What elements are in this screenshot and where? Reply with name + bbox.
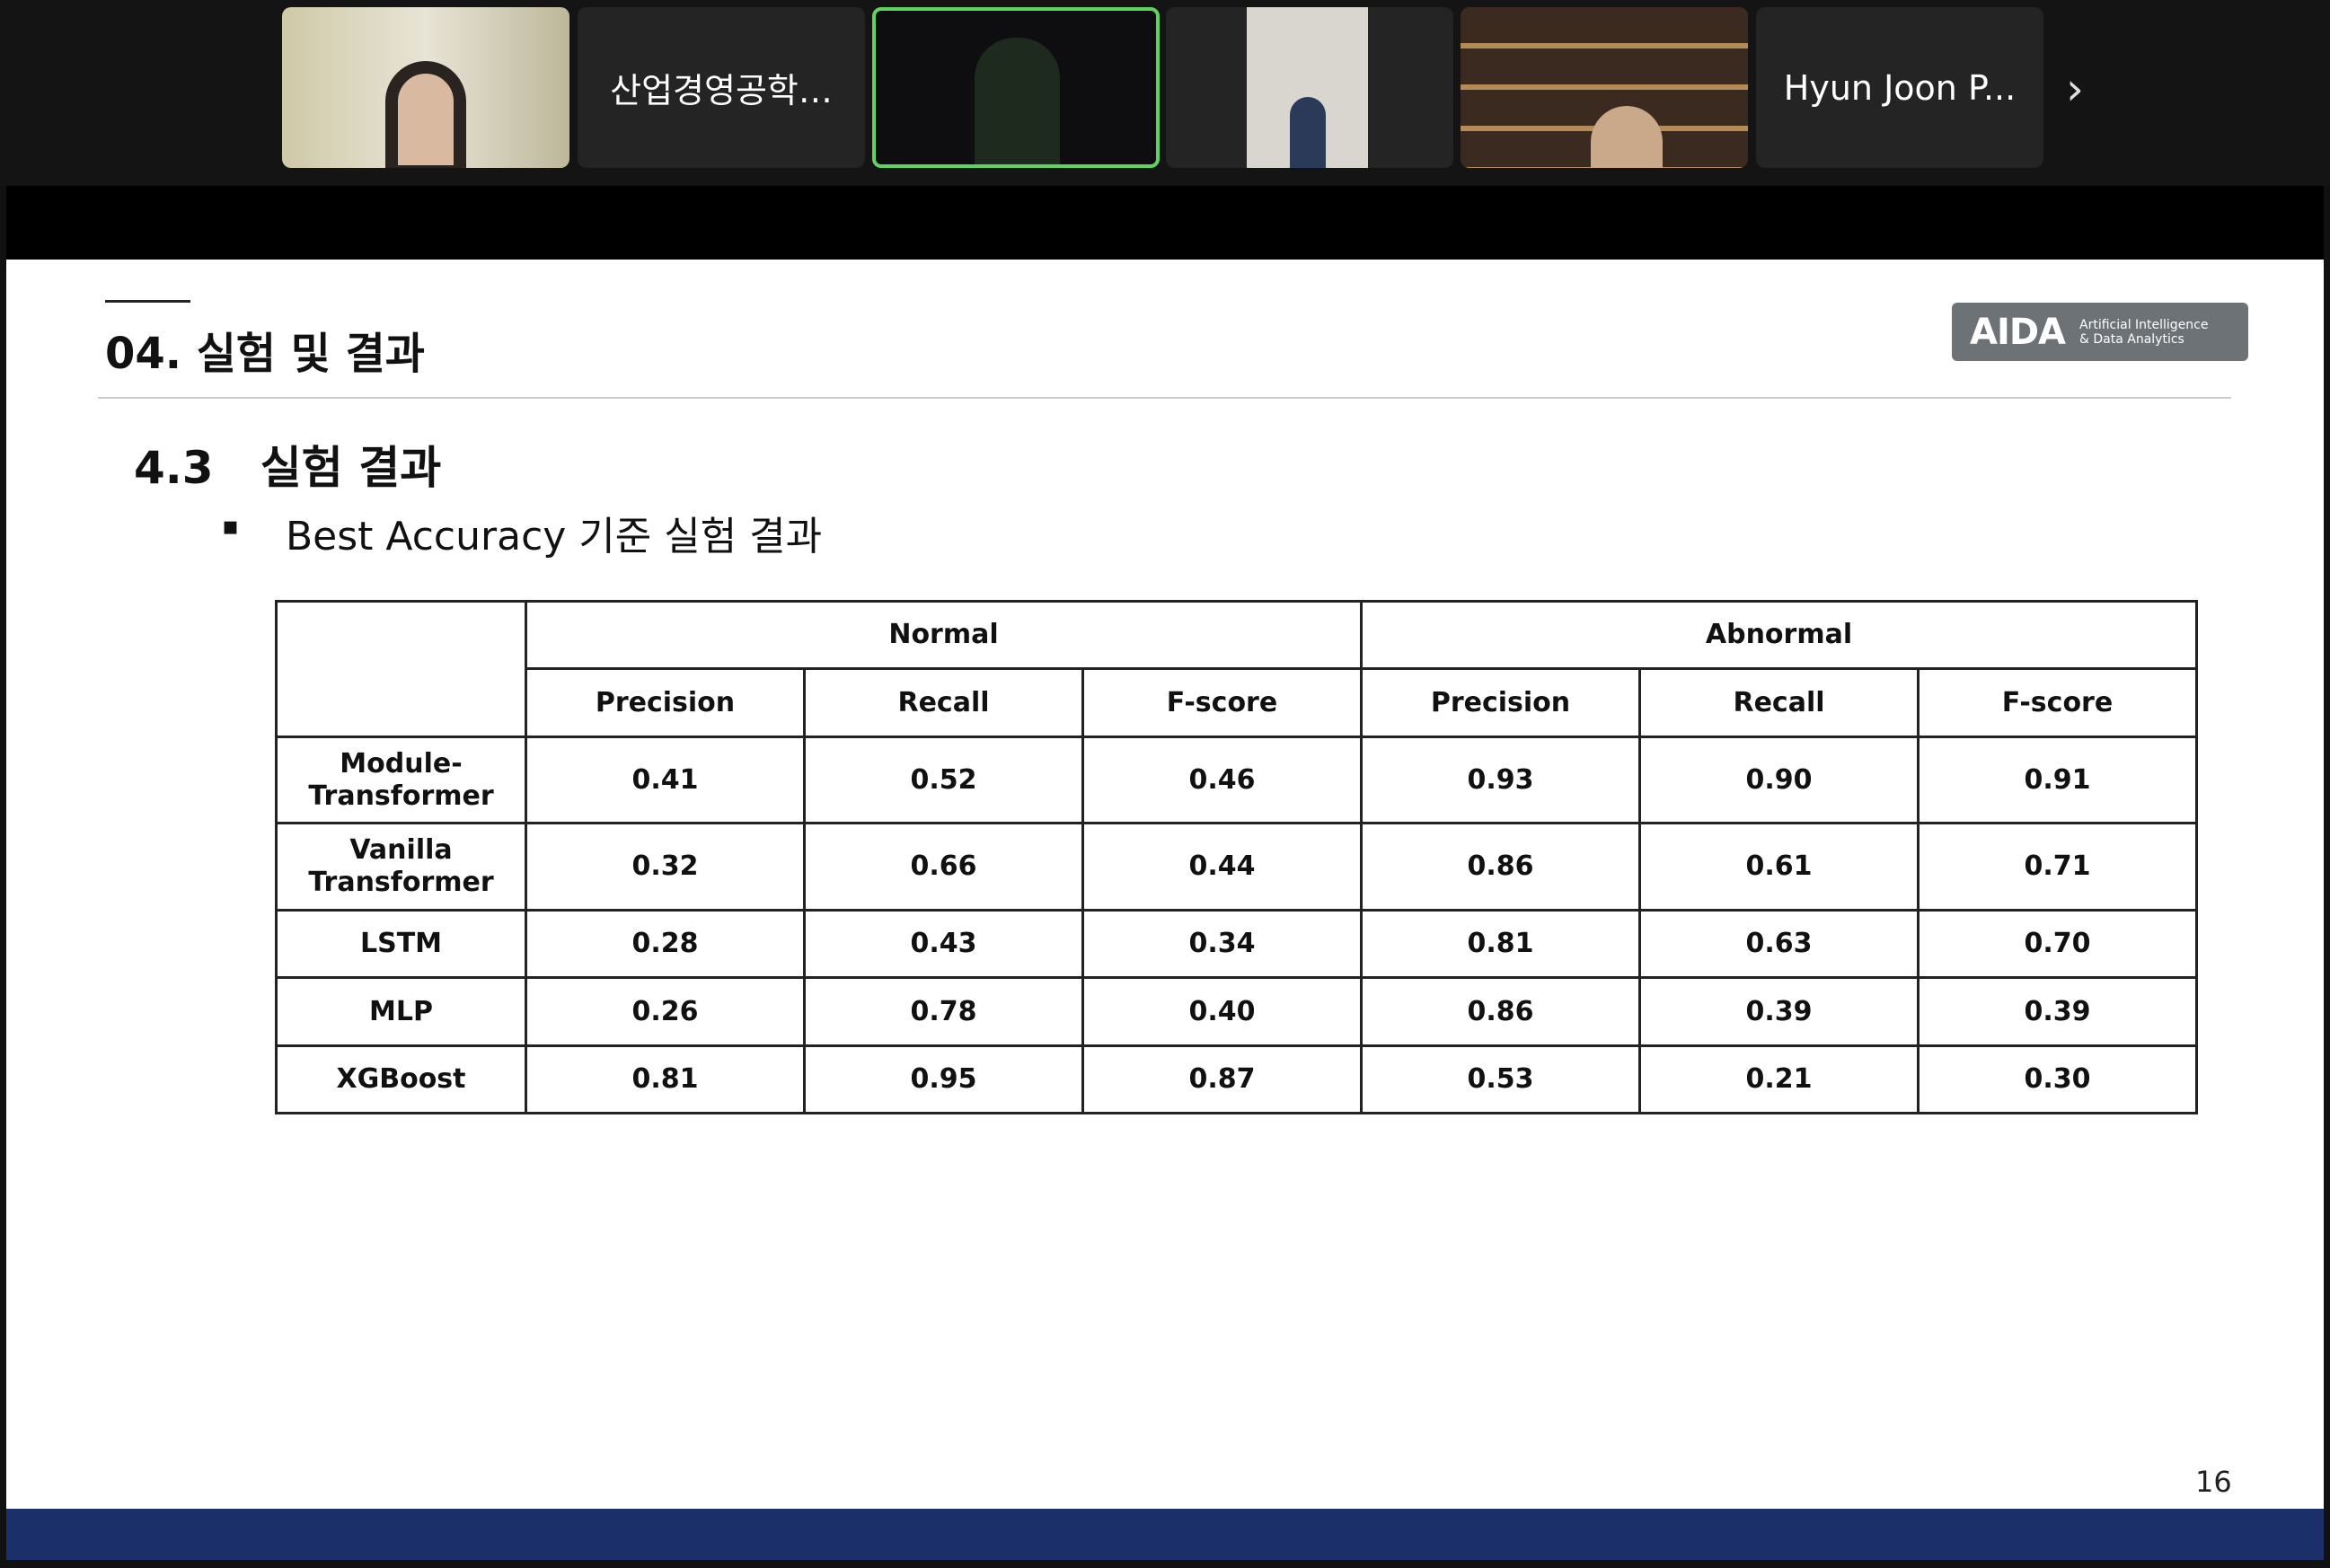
page-number: 16 xyxy=(2195,1465,2232,1499)
participant-name-tile[interactable]: Hyun Joon P... xyxy=(1756,7,2043,168)
participant-video-tile-active[interactable] xyxy=(872,7,1160,168)
section-heading: 4.3 실험 결과 xyxy=(134,442,442,494)
model-name: XGBoost xyxy=(275,1044,527,1114)
slide-title: 04. 실험 및 결과 xyxy=(105,329,425,379)
metric-value: 0.32 xyxy=(525,822,806,912)
table-row: Module- Transformer 0.41 0.52 0.46 0.93 0.90 0… xyxy=(275,736,2198,824)
metric-value: 0.90 xyxy=(1638,736,1920,824)
results-table: Normal Abnormal Precision Recall F-score Pr… xyxy=(275,600,2198,1114)
metric-value: 0.93 xyxy=(1360,736,1641,824)
aida-logo: AIDA Artificial Intelligence & Data Analy… xyxy=(1952,303,2248,361)
metric-header: Precision xyxy=(1360,667,1641,738)
metric-value: 0.78 xyxy=(803,976,1084,1047)
letterbox-band xyxy=(6,186,2324,260)
metric-value: 0.61 xyxy=(1638,822,1920,912)
metric-value: 0.21 xyxy=(1638,1044,1920,1114)
metric-value: 0.39 xyxy=(1638,976,1920,1047)
table-row: MLP 0.26 0.78 0.40 0.86 0.39 0.39 xyxy=(275,976,2198,1047)
metric-header: Recall xyxy=(1638,667,1920,738)
metric-value: 0.44 xyxy=(1081,822,1363,912)
model-name: LSTM xyxy=(275,909,527,979)
participant-video-tile[interactable] xyxy=(282,7,569,168)
shared-slide: 04. 실험 및 결과 AIDA Artificial Intelligence… xyxy=(6,260,2324,1509)
metric-value: 0.28 xyxy=(525,909,806,979)
participant-name-tile[interactable]: 산업경영공학… xyxy=(578,7,865,168)
metric-header: Precision xyxy=(525,667,806,738)
participant-strip: 산업경영공학… Hyun Joon P... › xyxy=(0,0,2330,186)
divider xyxy=(98,397,2231,399)
bullet-icon: ▪ xyxy=(222,511,239,541)
group-header: Normal xyxy=(525,600,1363,670)
bullet-text: Best Accuracy 기준 실험 결과 xyxy=(286,514,823,559)
participant-video-tile[interactable] xyxy=(1166,7,1453,168)
metric-value: 0.70 xyxy=(1917,909,2198,979)
title-accent-line xyxy=(105,300,190,303)
metric-header: F-score xyxy=(1081,667,1363,738)
group-header: Abnormal xyxy=(1360,600,2198,670)
metric-header: Recall xyxy=(803,667,1084,738)
metric-value: 0.86 xyxy=(1360,976,1641,1047)
person-image xyxy=(1591,106,1663,168)
participant-video-tile[interactable] xyxy=(1461,7,1748,168)
person-image xyxy=(975,38,1060,164)
table-row: LSTM 0.28 0.43 0.34 0.81 0.63 0.70 xyxy=(275,909,2198,979)
model-name: Module- Transformer xyxy=(275,736,527,824)
metric-value: 0.63 xyxy=(1638,909,1920,979)
corner-cell xyxy=(275,600,527,738)
metric-value: 0.26 xyxy=(525,976,806,1047)
slide-footer-bar xyxy=(6,1509,2324,1560)
participant-name: Hyun Joon P... xyxy=(1783,67,2017,108)
metric-value: 0.40 xyxy=(1081,976,1363,1047)
metric-value: 0.87 xyxy=(1081,1044,1363,1114)
chevron-right-icon[interactable]: › xyxy=(2066,63,2084,115)
video-feed xyxy=(1461,7,1748,168)
table-row: Vanilla Transformer 0.32 0.66 0.44 0.86 0.61 0… xyxy=(275,822,2198,912)
metric-header: F-score xyxy=(1917,667,2198,738)
person-image xyxy=(1290,97,1326,168)
metric-value: 0.81 xyxy=(1360,909,1641,979)
metric-value: 0.43 xyxy=(803,909,1084,979)
person-image xyxy=(385,61,466,168)
table-row: XGBoost 0.81 0.95 0.87 0.53 0.21 0.30 xyxy=(275,1044,2198,1114)
participant-name: 산업경영공학… xyxy=(610,71,833,110)
metric-value: 0.39 xyxy=(1917,976,2198,1047)
model-name: MLP xyxy=(275,976,527,1047)
metric-value: 0.86 xyxy=(1360,822,1641,912)
metric-value: 0.30 xyxy=(1917,1044,2198,1114)
metric-value: 0.71 xyxy=(1917,822,2198,912)
metric-value: 0.41 xyxy=(525,736,806,824)
metric-value: 0.95 xyxy=(803,1044,1084,1114)
metric-value: 0.66 xyxy=(803,822,1084,912)
model-name: Vanilla Transformer xyxy=(275,822,527,912)
metric-value: 0.52 xyxy=(803,736,1084,824)
metric-value: 0.81 xyxy=(525,1044,806,1114)
metric-value: 0.46 xyxy=(1081,736,1363,824)
metric-value: 0.91 xyxy=(1917,736,2198,824)
metric-value: 0.53 xyxy=(1360,1044,1641,1114)
metric-value: 0.34 xyxy=(1081,909,1363,979)
